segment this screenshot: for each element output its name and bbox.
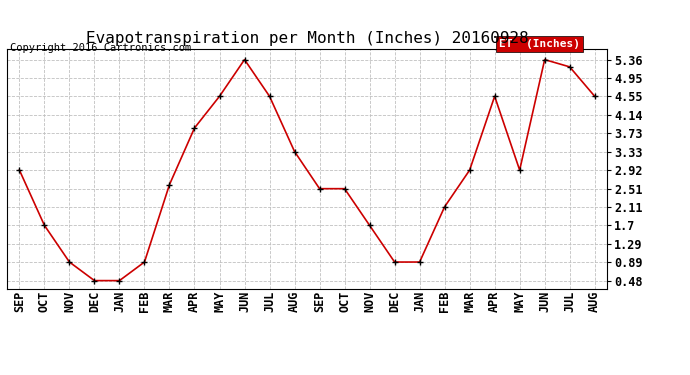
Title: Evapotranspiration per Month (Inches) 20160928: Evapotranspiration per Month (Inches) 20… <box>86 31 529 46</box>
Text: ET  (Inches): ET (Inches) <box>499 39 580 49</box>
Text: Copyright 2016 Cartronics.com: Copyright 2016 Cartronics.com <box>10 43 192 53</box>
